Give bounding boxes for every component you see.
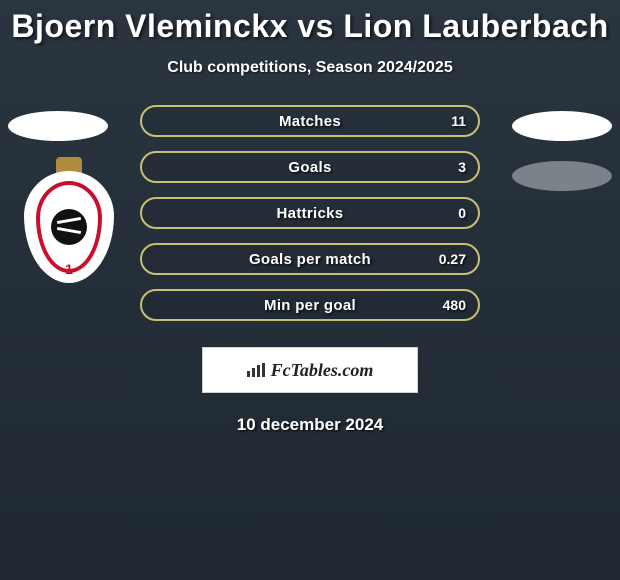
player-left-marker bbox=[8, 111, 108, 141]
stat-row-matches: Matches 11 bbox=[140, 105, 480, 137]
stat-label: Goals bbox=[142, 153, 478, 181]
stat-value-right: 11 bbox=[451, 107, 466, 135]
player-right-marker-1 bbox=[512, 111, 612, 141]
player-right-marker-2 bbox=[512, 161, 612, 191]
stat-label: Goals per match bbox=[142, 245, 478, 273]
stat-value-right: 3 bbox=[458, 153, 466, 181]
snapshot-date: 10 december 2024 bbox=[0, 415, 620, 435]
stat-value-right: 480 bbox=[443, 291, 466, 319]
chart-icon bbox=[247, 363, 265, 377]
crest-number: 1 bbox=[24, 261, 114, 277]
stat-value-right: 0.27 bbox=[439, 245, 466, 273]
page-title: Bjoern Vleminckx vs Lion Lauberbach bbox=[0, 0, 620, 45]
fctables-logo[interactable]: FcTables.com bbox=[202, 347, 418, 393]
stat-row-goals: Goals 3 bbox=[140, 151, 480, 183]
stat-label: Matches bbox=[142, 107, 478, 135]
stat-value-right: 0 bbox=[458, 199, 466, 227]
stat-label: Hattricks bbox=[142, 199, 478, 227]
stat-bars: Matches 11 Goals 3 Hattricks 0 Goals per… bbox=[140, 105, 480, 335]
logo-text: FcTables.com bbox=[271, 360, 374, 381]
page-subtitle: Club competitions, Season 2024/2025 bbox=[0, 59, 620, 77]
club-crest: 1 bbox=[24, 163, 114, 283]
stat-row-hattricks: Hattricks 0 bbox=[140, 197, 480, 229]
stat-row-mpg: Min per goal 480 bbox=[140, 289, 480, 321]
stat-row-gpm: Goals per match 0.27 bbox=[140, 243, 480, 275]
stat-label: Min per goal bbox=[142, 291, 478, 319]
comparison-panel: 1 Matches 11 Goals 3 Hattricks 0 Goals p… bbox=[0, 105, 620, 335]
